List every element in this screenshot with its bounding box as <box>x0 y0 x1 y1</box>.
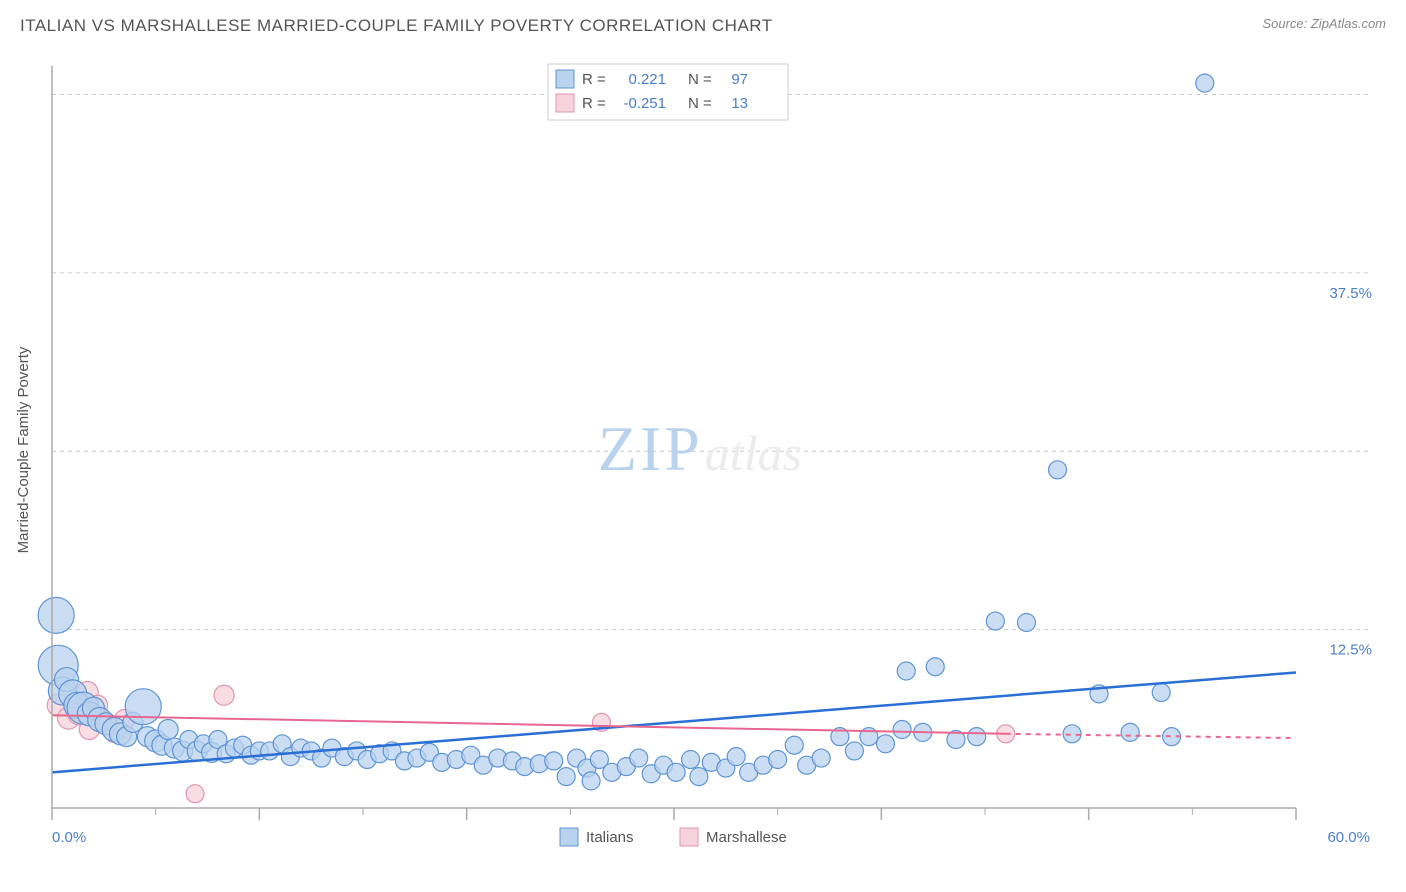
data-point-italians <box>876 735 894 753</box>
legend-r-value: -0.251 <box>623 95 666 112</box>
data-point-italians <box>926 658 944 676</box>
watermark: ZIPatlas <box>598 413 802 484</box>
bottom-legend-label: Italians <box>586 829 634 846</box>
data-point-italians <box>1049 461 1067 479</box>
legend-swatch <box>556 94 574 112</box>
y-axis-label: Married-Couple Family Poverty <box>15 346 32 553</box>
correlation-chart: ZIPatlas R = 0.221 N = 97 R = -0.251 N = 13 Ital… <box>0 50 1406 892</box>
data-point-italians <box>690 768 708 786</box>
x-tick-label: 0.0% <box>52 829 86 846</box>
legend-n-label: N = <box>688 95 712 112</box>
x-tick-label: 60.0% <box>1327 829 1370 846</box>
data-point-italians <box>1121 723 1139 741</box>
legend-r-label: R = <box>582 95 606 112</box>
data-point-italians <box>582 772 600 790</box>
chart-title: ITALIAN VS MARSHALLESE MARRIED-COUPLE FA… <box>20 16 773 36</box>
data-point-marshallese <box>214 685 234 705</box>
data-point-italians <box>968 728 986 746</box>
bottom-legend-label: Marshallese <box>706 829 787 846</box>
data-point-italians <box>785 736 803 754</box>
data-point-marshallese <box>186 785 204 803</box>
data-point-italians <box>812 749 830 767</box>
data-point-italians <box>986 612 1004 630</box>
data-point-italians <box>845 742 863 760</box>
data-point-italians <box>897 662 915 680</box>
data-point-italians <box>158 720 178 740</box>
bottom-legend-swatch <box>560 828 578 846</box>
data-point-italians <box>682 750 700 768</box>
y-tick-label: 37.5% <box>1329 285 1372 302</box>
trendline-marshallese-dash <box>1006 734 1296 738</box>
legend-r-value: 0.221 <box>628 71 666 88</box>
data-point-italians <box>545 752 563 770</box>
trendline-italians <box>52 672 1296 772</box>
data-point-italians <box>557 768 575 786</box>
data-point-italians <box>1152 683 1170 701</box>
data-point-italians <box>1196 74 1214 92</box>
source-label: Source: ZipAtlas.com <box>1262 16 1386 31</box>
trendline-marshallese <box>52 715 1006 734</box>
data-point-italians <box>769 750 787 768</box>
data-point-italians <box>667 763 685 781</box>
legend-swatch <box>556 70 574 88</box>
bottom-legend-swatch <box>680 828 698 846</box>
data-point-italians <box>1017 614 1035 632</box>
data-point-italians <box>727 748 745 766</box>
legend-n-value: 13 <box>731 95 748 112</box>
legend-n-label: N = <box>688 71 712 88</box>
y-tick-label: 12.5% <box>1329 642 1372 659</box>
data-point-italians <box>630 749 648 767</box>
data-point-italians <box>38 597 74 633</box>
legend-n-value: 97 <box>731 71 748 88</box>
legend-r-label: R = <box>582 71 606 88</box>
data-point-italians <box>893 721 911 739</box>
data-point-italians <box>125 689 161 725</box>
